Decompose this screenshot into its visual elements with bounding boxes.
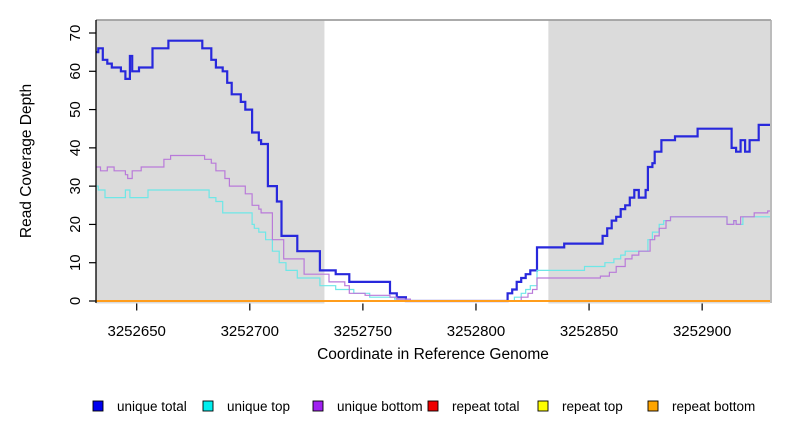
series-lines	[96, 39, 770, 303]
x-tick-label: 3252750	[334, 323, 392, 340]
y-tick-label: 60	[67, 63, 84, 80]
x-tick-label: 3252850	[560, 323, 618, 340]
legend-swatch	[647, 400, 659, 412]
y-tick-label: 0	[67, 297, 84, 305]
y-tick-label: 10	[67, 254, 84, 271]
legend-label: unique top	[227, 399, 290, 414]
y-tick-label: 50	[67, 101, 84, 118]
x-axis-title: Coordinate in Reference Genome	[317, 346, 549, 363]
y-tick-label: 40	[67, 140, 84, 157]
shaded-region-0	[96, 20, 325, 304]
legend-label: repeat top	[562, 399, 623, 414]
legend-label: unique bottom	[337, 399, 423, 414]
plot-borders	[96, 19, 772, 303]
shaded-regions	[96, 20, 770, 304]
legend-item-unique-bottom: unique bottom	[312, 399, 423, 414]
y-tick-label: 30	[67, 178, 84, 195]
legend-label: repeat bottom	[672, 399, 755, 414]
legend-label: repeat total	[452, 399, 520, 414]
series-unique-total	[96, 39, 770, 303]
legend-swatch	[537, 400, 549, 412]
legend-swatch	[312, 400, 324, 412]
y-tick-label: 70	[67, 25, 84, 42]
shaded-region-1	[548, 20, 770, 304]
legend-swatch	[427, 400, 439, 412]
legend: unique total unique top unique bottom repea…	[92, 399, 755, 414]
legend-item-repeat-top: repeat top	[537, 399, 623, 414]
legend-label: unique total	[117, 399, 187, 414]
legend-swatch	[92, 400, 104, 412]
legend-item-repeat-bottom: repeat bottom	[647, 399, 755, 414]
legend-item-unique-total: unique total	[92, 399, 187, 414]
x-tick-label: 3252800	[447, 323, 505, 340]
x-tick-label: 3252900	[673, 323, 731, 340]
y-axis-title: Read Coverage Depth	[18, 84, 35, 238]
legend-item-repeat-total: repeat total	[427, 399, 520, 414]
series-unique-bottom	[96, 154, 770, 302]
legend-swatch	[202, 400, 214, 412]
y-tick-label: 20	[67, 216, 84, 233]
legend-item-unique-top: unique top	[202, 399, 290, 414]
axes: 3252650 3252700 3252750 3252800 3252850 32529…	[67, 20, 731, 340]
x-tick-label: 3252650	[108, 323, 166, 340]
x-tick-label: 3252700	[221, 323, 279, 340]
